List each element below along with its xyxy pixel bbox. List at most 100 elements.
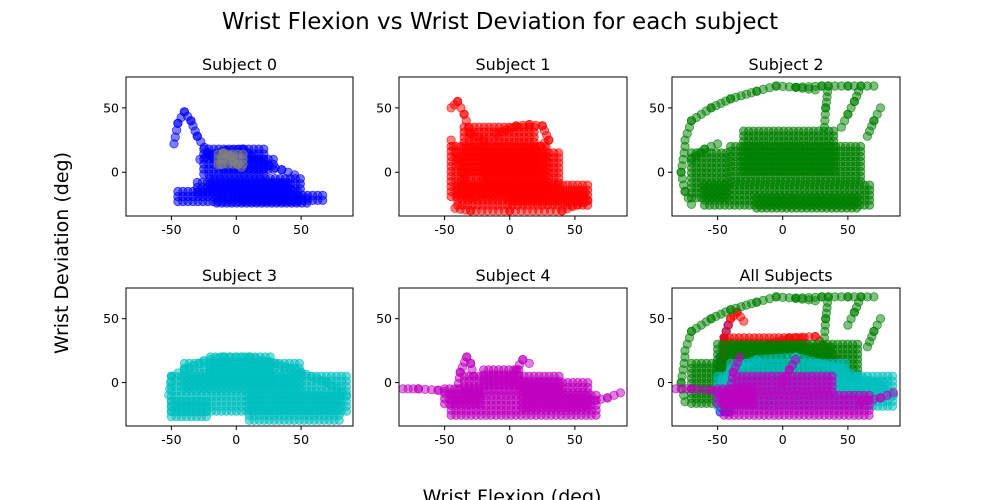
series-1 [213,148,248,172]
axes-frame [398,287,628,427]
scatter-point [201,412,211,422]
y-tick-label: 50 [103,100,119,115]
axes-frame [398,76,628,217]
y-tick-label: 0 [384,165,392,180]
subplot-3: Subject 3 -50 0 50 0 50 [103,266,354,447]
x-tick-label: -50 [434,432,454,447]
subplot-title: Subject 2 [748,55,823,74]
x-tick-label: -50 [707,222,727,237]
subplot-title: Subject 3 [202,266,277,285]
scatter-point [531,144,541,154]
series-4 [672,352,899,420]
scatter-point [829,166,839,176]
scatter-point [334,415,344,425]
scatter-point [591,410,601,420]
scatter-point [479,135,489,145]
y-tick-label: 50 [376,311,392,326]
x-tick-label: 50 [567,222,583,237]
series-0 [446,96,593,216]
scatter-point [827,386,837,396]
scatter-point [680,397,690,407]
figure-ylabel: Wrist Deviation (deg) [51,152,73,354]
x-tick-label: -50 [161,222,181,237]
scatter-points [672,292,899,420]
subplot-4: Subject 4 -50 0 50 0 50 [376,266,628,447]
scatter-point [615,388,626,398]
x-tick-label: 50 [293,432,309,447]
scatter-point [888,388,899,398]
scatter-point [712,139,723,149]
scatter-points [446,96,593,216]
figure-title: Wrist Flexion vs Wrist Deviation for eac… [222,9,778,35]
y-tick-label: 0 [657,165,665,180]
axes-frame [125,287,354,427]
scatter-point [236,162,246,172]
scatter-point [686,199,697,209]
y-tick-label: 50 [649,100,665,115]
scatter-point [524,358,534,368]
scatter-point [289,170,300,180]
series-0 [164,352,352,425]
scatter-points [676,81,886,213]
y-tick-label: 50 [103,311,119,326]
x-tick-label: 50 [840,222,856,237]
y-tick-label: 0 [657,375,665,390]
series-0 [399,352,626,420]
y-tick-label: 50 [649,311,665,326]
scatter-point [862,131,873,141]
scatter-point [855,176,866,187]
scatter-point [887,401,898,411]
scatter-point [739,316,749,326]
subplot-title: All Subjects [739,266,832,285]
x-tick-label: 50 [840,432,856,447]
x-tick-label: 50 [567,432,583,447]
subplot-title: Subject 1 [475,55,550,74]
x-tick-label: 0 [779,432,787,447]
y-tick-label: 50 [376,100,392,115]
scatter-point [295,184,305,194]
subplot-0: Subject 0 -50 0 50 0 50 [103,55,354,237]
x-tick-label: 0 [232,222,240,237]
scatter-point [843,320,853,330]
x-tick-label: 0 [506,222,514,237]
x-tick-label: 0 [232,432,240,447]
scatter-point [869,81,879,91]
scatter-point [747,399,758,409]
x-tick-label: 50 [293,222,309,237]
scatter-points [169,107,328,208]
scatter-point [862,342,873,352]
scatter-point [735,352,745,362]
scatter-point [869,292,879,302]
scatter-point [791,354,801,365]
axes-frame [125,76,354,217]
scatter-point [474,399,485,409]
y-tick-label: 0 [111,165,119,180]
series-0 [676,81,886,213]
x-tick-label: 0 [779,222,787,237]
x-tick-label: -50 [161,432,181,447]
subplot-title: Subject 0 [202,55,277,74]
scatter-point [819,122,830,132]
scatter-point [864,410,874,420]
scatter-point [864,200,875,210]
scatter-point [265,377,275,387]
y-tick-label: 0 [384,375,392,390]
subplot-2: Subject 2 -50 0 50 0 50 [649,55,901,237]
scatter-point [836,122,847,132]
axes-frame [671,287,901,427]
subplot-title: Subject 4 [475,266,550,285]
y-tick-label: 0 [111,375,119,390]
scatter-point [819,333,830,343]
figure-xlabel: Wrist Flexion (deg) [423,486,602,500]
scatter-point [318,195,328,205]
x-tick-label: 0 [506,432,514,447]
axes-frame [671,76,901,217]
scatter-points [399,352,626,420]
scatter-points [164,352,352,425]
scatter-point [583,196,593,206]
